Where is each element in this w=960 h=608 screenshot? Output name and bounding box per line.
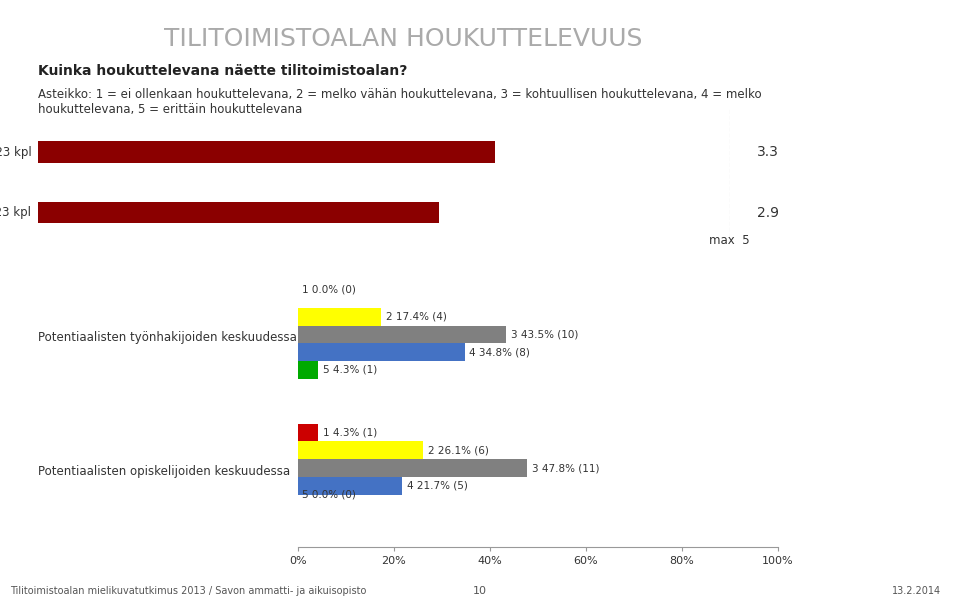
Text: 3 47.8% (11): 3 47.8% (11) [532, 463, 599, 473]
Bar [298, 325, 507, 344]
Text: 1 0.0% (0): 1 0.0% (0) [302, 285, 356, 294]
Bar [298, 424, 319, 441]
Text: 2.9: 2.9 [757, 206, 780, 220]
Bar [298, 308, 381, 325]
Text: 5 0.0% (0): 5 0.0% (0) [302, 489, 356, 499]
Bar [38, 202, 440, 224]
Text: Potentiaalisten työnhakijoiden keskuudessa, 23 kpl: Potentiaalisten työnhakijoiden keskuudes… [0, 145, 32, 159]
Text: 3.3: 3.3 [757, 145, 780, 159]
Text: 5 4.3% (1): 5 4.3% (1) [323, 365, 377, 375]
Text: Potentiaalisten opiskelijoiden keskuudessa: Potentiaalisten opiskelijoiden keskuudes… [38, 465, 291, 478]
Text: Kuinka houkuttelevana näette tilitoimistoalan?: Kuinka houkuttelevana näette tilitoimist… [38, 64, 408, 78]
Text: Potentiaalisten työnhakijoiden keskuudessa: Potentiaalisten työnhakijoiden keskuudes… [38, 331, 298, 344]
Bar [38, 142, 494, 163]
Bar [298, 344, 465, 361]
Text: 4 21.7% (5): 4 21.7% (5) [407, 481, 468, 491]
Text: 10: 10 [473, 586, 487, 596]
Text: 2 17.4% (4): 2 17.4% (4) [386, 312, 446, 322]
Bar [298, 459, 527, 477]
Bar [298, 361, 319, 379]
Bar [298, 441, 422, 459]
Text: max  5: max 5 [709, 234, 750, 247]
Bar [298, 477, 401, 495]
Text: 4 34.8% (8): 4 34.8% (8) [469, 347, 530, 357]
Text: 13.2.2014: 13.2.2014 [892, 586, 941, 596]
Text: Asteikko: 1 = ei ollenkaan houkuttelevana, 2 = melko vähän houkuttelevana, 3 = k: Asteikko: 1 = ei ollenkaan houkuttelevan… [38, 88, 762, 116]
Text: TILITOIMISTOALAN HOUKUTTELEVUUS: TILITOIMISTOALAN HOUKUTTELEVUUS [164, 27, 642, 51]
Text: Tilitoimistoalan mielikuvatutkimus 2013 / Savon ammatti- ja aikuisopisto: Tilitoimistoalan mielikuvatutkimus 2013 … [10, 586, 366, 596]
Text: 2 26.1% (6): 2 26.1% (6) [428, 446, 489, 455]
Text: 1 4.3% (1): 1 4.3% (1) [323, 427, 377, 438]
Text: 3 43.5% (10): 3 43.5% (10) [512, 330, 579, 339]
Text: Potentiaalisten opiskelijoiden keskuudessa, 23 kpl: Potentiaalisten opiskelijoiden keskuudes… [0, 206, 32, 219]
